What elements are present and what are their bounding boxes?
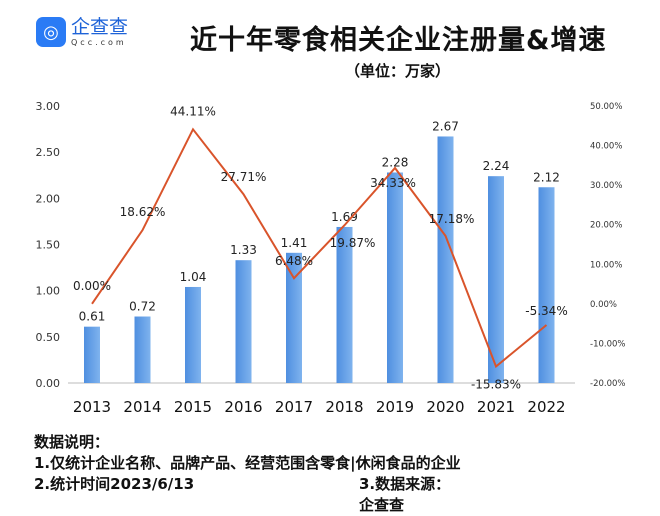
chart-title: 近十年零食相关企业注册量&增速 (190, 25, 607, 56)
left-tick-label: 2.00 (36, 192, 61, 205)
growth-line (91, 127, 548, 369)
right-tick-label: 0.00% (590, 300, 617, 310)
right-tick-label: 40.00% (590, 142, 622, 152)
bar-2013 (84, 326, 100, 383)
x-tick-label-2018: 2018 (325, 398, 363, 416)
right-tick-label: 30.00% (590, 181, 622, 191)
bar-2021 (488, 176, 504, 383)
bar-2017 (286, 252, 302, 383)
bar-label-2018: 1.69 (331, 210, 358, 224)
right-tick-label: 10.00% (590, 260, 622, 270)
x-tick-label-2014: 2014 (123, 398, 161, 416)
growth-label-2016: 27.71% (221, 170, 267, 184)
left-tick-label: 0.50 (36, 331, 61, 344)
right-tick-label: 50.00% (590, 102, 622, 112)
right-tick-label: 20.00% (590, 221, 622, 231)
growth-label-2022: -5.34% (525, 304, 567, 318)
left-tick-label: 3.00 (36, 100, 61, 113)
right-tick-label: -10.00% (590, 339, 625, 349)
notes: 数据说明： 1.仅统计企业名称、品牌产品、经营范围含零食|休闲食品的企业 2.统… (34, 432, 461, 514)
bar-2014 (134, 316, 151, 383)
notes-line2: 2.统计时间2023/6/13 (34, 475, 195, 493)
qcc-logo: ◎ 企查查 Qcc.com (36, 17, 128, 47)
bar-2022 (538, 187, 555, 383)
logo-name: 企查查 (71, 15, 129, 38)
notes-line3: 3.数据来源：企查查 (359, 475, 451, 514)
notes-line1: 1.仅统计企业名称、品牌产品、经营范围含零食|休闲食品的企业 (34, 454, 461, 472)
bar-label-2021: 2.24 (483, 159, 510, 173)
bar-label-2016: 1.33 (230, 243, 257, 257)
left-tick-label: 2.50 (36, 146, 61, 159)
left-tick-label: 1.50 (36, 239, 61, 252)
qcc-logo-icon: ◎ (36, 17, 66, 47)
bar-label-2017: 1.41 (281, 236, 308, 250)
x-tick-label-2019: 2019 (376, 398, 414, 416)
growth-label-2015: 44.11% (170, 104, 216, 118)
bar-2018 (336, 226, 353, 383)
growth-label-2014: 18.62% (120, 205, 166, 219)
bar-2019 (387, 172, 403, 383)
growth-label-2021: -15.83% (471, 377, 521, 391)
bar-label-2022: 2.12 (533, 170, 560, 184)
growth-label-2017: 6.48% (275, 254, 313, 268)
bar-label-2014: 0.72 (129, 300, 156, 314)
bar-2020 (437, 136, 454, 383)
bar-label-2015: 1.04 (180, 270, 207, 284)
bar-label-2019: 2.28 (382, 155, 409, 169)
left-tick-label: 1.00 (36, 285, 61, 298)
logo-domain: Qcc.com (71, 37, 127, 47)
growth-label-2020: 17.18% (429, 212, 475, 226)
x-tick-label-2013: 2013 (73, 398, 111, 416)
x-tick-label-2015: 2015 (174, 398, 212, 416)
left-tick-label: 0.00 (36, 377, 61, 390)
growth-label-2018: 19.87% (330, 236, 376, 250)
chart-subtitle: （单位：万家） (345, 62, 451, 80)
growth-label-2013: 0.00% (73, 279, 111, 293)
bar-label-2020: 2.67 (432, 119, 459, 133)
x-tick-label-2021: 2021 (477, 398, 515, 416)
x-tick-label-2020: 2020 (426, 398, 464, 416)
bar-2016 (235, 260, 252, 383)
x-tick-label-2016: 2016 (224, 398, 262, 416)
x-tick-label-2022: 2022 (527, 398, 565, 416)
growth-label-2019: 34.33% (370, 176, 416, 190)
right-tick-label: -20.00% (590, 379, 625, 389)
x-tick-label-2017: 2017 (275, 398, 313, 416)
notes-heading: 数据说明： (34, 433, 110, 451)
bar-label-2013: 0.61 (79, 310, 106, 324)
bar-2015 (185, 286, 201, 383)
